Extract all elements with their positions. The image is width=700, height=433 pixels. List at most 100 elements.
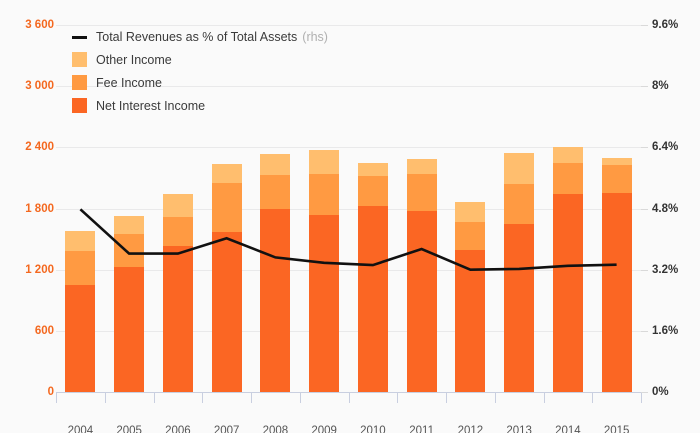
x-axis-label-2012: 2012 bbox=[457, 425, 484, 433]
legend-swatch-icon bbox=[72, 98, 87, 113]
bar-segment-other-income bbox=[552, 147, 583, 163]
bar-segment-net-interest-income bbox=[552, 194, 583, 392]
x-axis-label-2009: 2009 bbox=[311, 425, 337, 433]
right-axis-tick-mark bbox=[641, 269, 648, 271]
bar-segment-other-income bbox=[260, 154, 291, 175]
right-axis-tick-label: 8% bbox=[652, 80, 669, 93]
bar-segment-net-interest-income bbox=[309, 214, 340, 392]
bar-segment-other-income bbox=[162, 194, 193, 217]
bar-segment-other-income bbox=[114, 215, 145, 234]
x-axis-tick-mark bbox=[641, 392, 642, 403]
x-axis-tick-mark bbox=[299, 392, 301, 403]
legend-label: Other Income bbox=[96, 52, 172, 67]
bar-group bbox=[65, 25, 96, 392]
bar-segment-fee-income bbox=[455, 221, 486, 251]
gridline bbox=[56, 208, 641, 210]
right-axis-tick-mark bbox=[641, 86, 648, 88]
bar-segment-net-interest-income bbox=[162, 246, 193, 392]
bar-segment-net-interest-income bbox=[260, 208, 291, 392]
x-axis-tick-mark bbox=[446, 392, 447, 403]
bar-segment-fee-income bbox=[601, 164, 632, 194]
bar-group bbox=[260, 25, 291, 392]
bar-group bbox=[504, 25, 535, 392]
line-series-layer bbox=[56, 25, 641, 392]
x-axis-tick-mark bbox=[592, 392, 594, 403]
x-axis-tick-mark bbox=[104, 392, 106, 403]
bar-segment-net-interest-income bbox=[114, 266, 145, 392]
bar-group bbox=[211, 25, 242, 392]
x-axis-label-2011: 2011 bbox=[409, 425, 434, 433]
bar-segment-fee-income bbox=[162, 216, 193, 247]
bar-segment-net-interest-income bbox=[504, 223, 535, 392]
x-axis-tick-mark bbox=[202, 392, 204, 403]
x-axis-tick-mark bbox=[397, 392, 399, 403]
bar-group bbox=[309, 25, 340, 392]
bar-segment-fee-income bbox=[504, 184, 535, 224]
legend-label: Net Interest Income bbox=[96, 98, 206, 113]
plot-area: 2004 2005 2006 2007 2008 2009 2010 2011 2012 2013… bbox=[56, 25, 642, 433]
legend-item-net-interest-income[interactable]: Net Interest Income bbox=[72, 97, 328, 114]
bar-group bbox=[601, 25, 632, 392]
legend-item-other-income[interactable]: Other Income bbox=[72, 51, 328, 68]
right-axis-tick-label: 3.2% bbox=[652, 263, 679, 276]
right-axis-tick-mark bbox=[641, 208, 648, 210]
x-axis-tick-mark bbox=[56, 392, 57, 403]
x-axis-label-2010: 2010 bbox=[360, 425, 386, 433]
bar-segment-fee-income bbox=[309, 173, 340, 215]
left-axis-tick-label: 1 200 bbox=[25, 263, 54, 276]
right-axis-tick-mark bbox=[641, 25, 648, 26]
right-axis-tick-label: 9.6% bbox=[652, 19, 679, 31]
x-axis-label-2007: 2007 bbox=[213, 425, 240, 433]
legend-label: Total Revenues as % of Total Assets bbox=[96, 29, 298, 44]
right-axis-tick-label: 4.8% bbox=[652, 202, 679, 215]
bar-segment-fee-income bbox=[357, 175, 388, 207]
gridline bbox=[56, 25, 641, 26]
bar-segment-fee-income bbox=[552, 162, 583, 195]
legend-item-total-revenues-as-of-total-assets[interactable]: Total Revenues as % of Total Assets (rhs) bbox=[72, 28, 328, 45]
bar-segment-net-interest-income bbox=[406, 210, 437, 392]
right-axis-tick-mark bbox=[641, 330, 648, 332]
x-axis-label-2006: 2006 bbox=[165, 425, 191, 433]
left-axis-tick-label: 600 bbox=[34, 324, 54, 337]
bar-segment-fee-income bbox=[65, 251, 96, 285]
bar-segment-fee-income bbox=[114, 234, 145, 267]
bar-segment-other-income bbox=[455, 202, 486, 222]
bar-segment-net-interest-income bbox=[65, 284, 96, 392]
bar-segment-fee-income bbox=[260, 174, 291, 209]
x-axis-tick-mark bbox=[348, 392, 350, 403]
bar-segment-other-income bbox=[601, 157, 632, 165]
gridline bbox=[56, 269, 641, 271]
bars-layer bbox=[56, 25, 641, 392]
legend-label: Fee Income bbox=[96, 75, 163, 90]
legend-line-marker-icon bbox=[72, 29, 87, 44]
x-axis-tick-mark bbox=[543, 392, 545, 403]
x-axis-label-2013: 2013 bbox=[506, 425, 532, 433]
total-revenues-ratio-line bbox=[79, 208, 617, 272]
x-axis-label-2008: 2008 bbox=[262, 425, 289, 433]
bar-segment-other-income bbox=[65, 230, 96, 252]
legend-swatch-icon bbox=[72, 75, 87, 90]
bar-segment-other-income bbox=[211, 163, 242, 184]
bar-segment-other-income bbox=[504, 153, 535, 185]
x-axis-tick-mark bbox=[153, 392, 155, 403]
chart-legend: Total Revenues as % of Total Assets (rhs)… bbox=[72, 28, 328, 114]
bar-group bbox=[114, 25, 145, 392]
right-axis-tick-label: 0% bbox=[652, 386, 669, 398]
left-axis-tick-label: 1 800 bbox=[25, 202, 54, 215]
left-axis-tick-label: 0 bbox=[47, 386, 54, 398]
bar-segment-other-income bbox=[309, 150, 340, 174]
x-axis-label-2004: 2004 bbox=[67, 425, 94, 433]
bar-group bbox=[162, 25, 193, 392]
bar-segment-net-interest-income bbox=[455, 250, 486, 392]
x-axis-tick-mark bbox=[494, 392, 496, 403]
right-axis-tick-mark bbox=[641, 392, 648, 393]
bar-group bbox=[455, 25, 486, 392]
x-axis-label-2005: 2005 bbox=[116, 425, 142, 433]
legend-item-fee-income[interactable]: Fee Income bbox=[72, 74, 328, 91]
bar-segment-net-interest-income bbox=[357, 206, 388, 392]
bar-segment-net-interest-income bbox=[211, 231, 242, 392]
gridline bbox=[56, 330, 641, 332]
bar-segment-other-income bbox=[406, 158, 437, 174]
bar-segment-net-interest-income bbox=[601, 193, 632, 392]
left-axis-tick-label: 3 600 bbox=[25, 19, 54, 31]
